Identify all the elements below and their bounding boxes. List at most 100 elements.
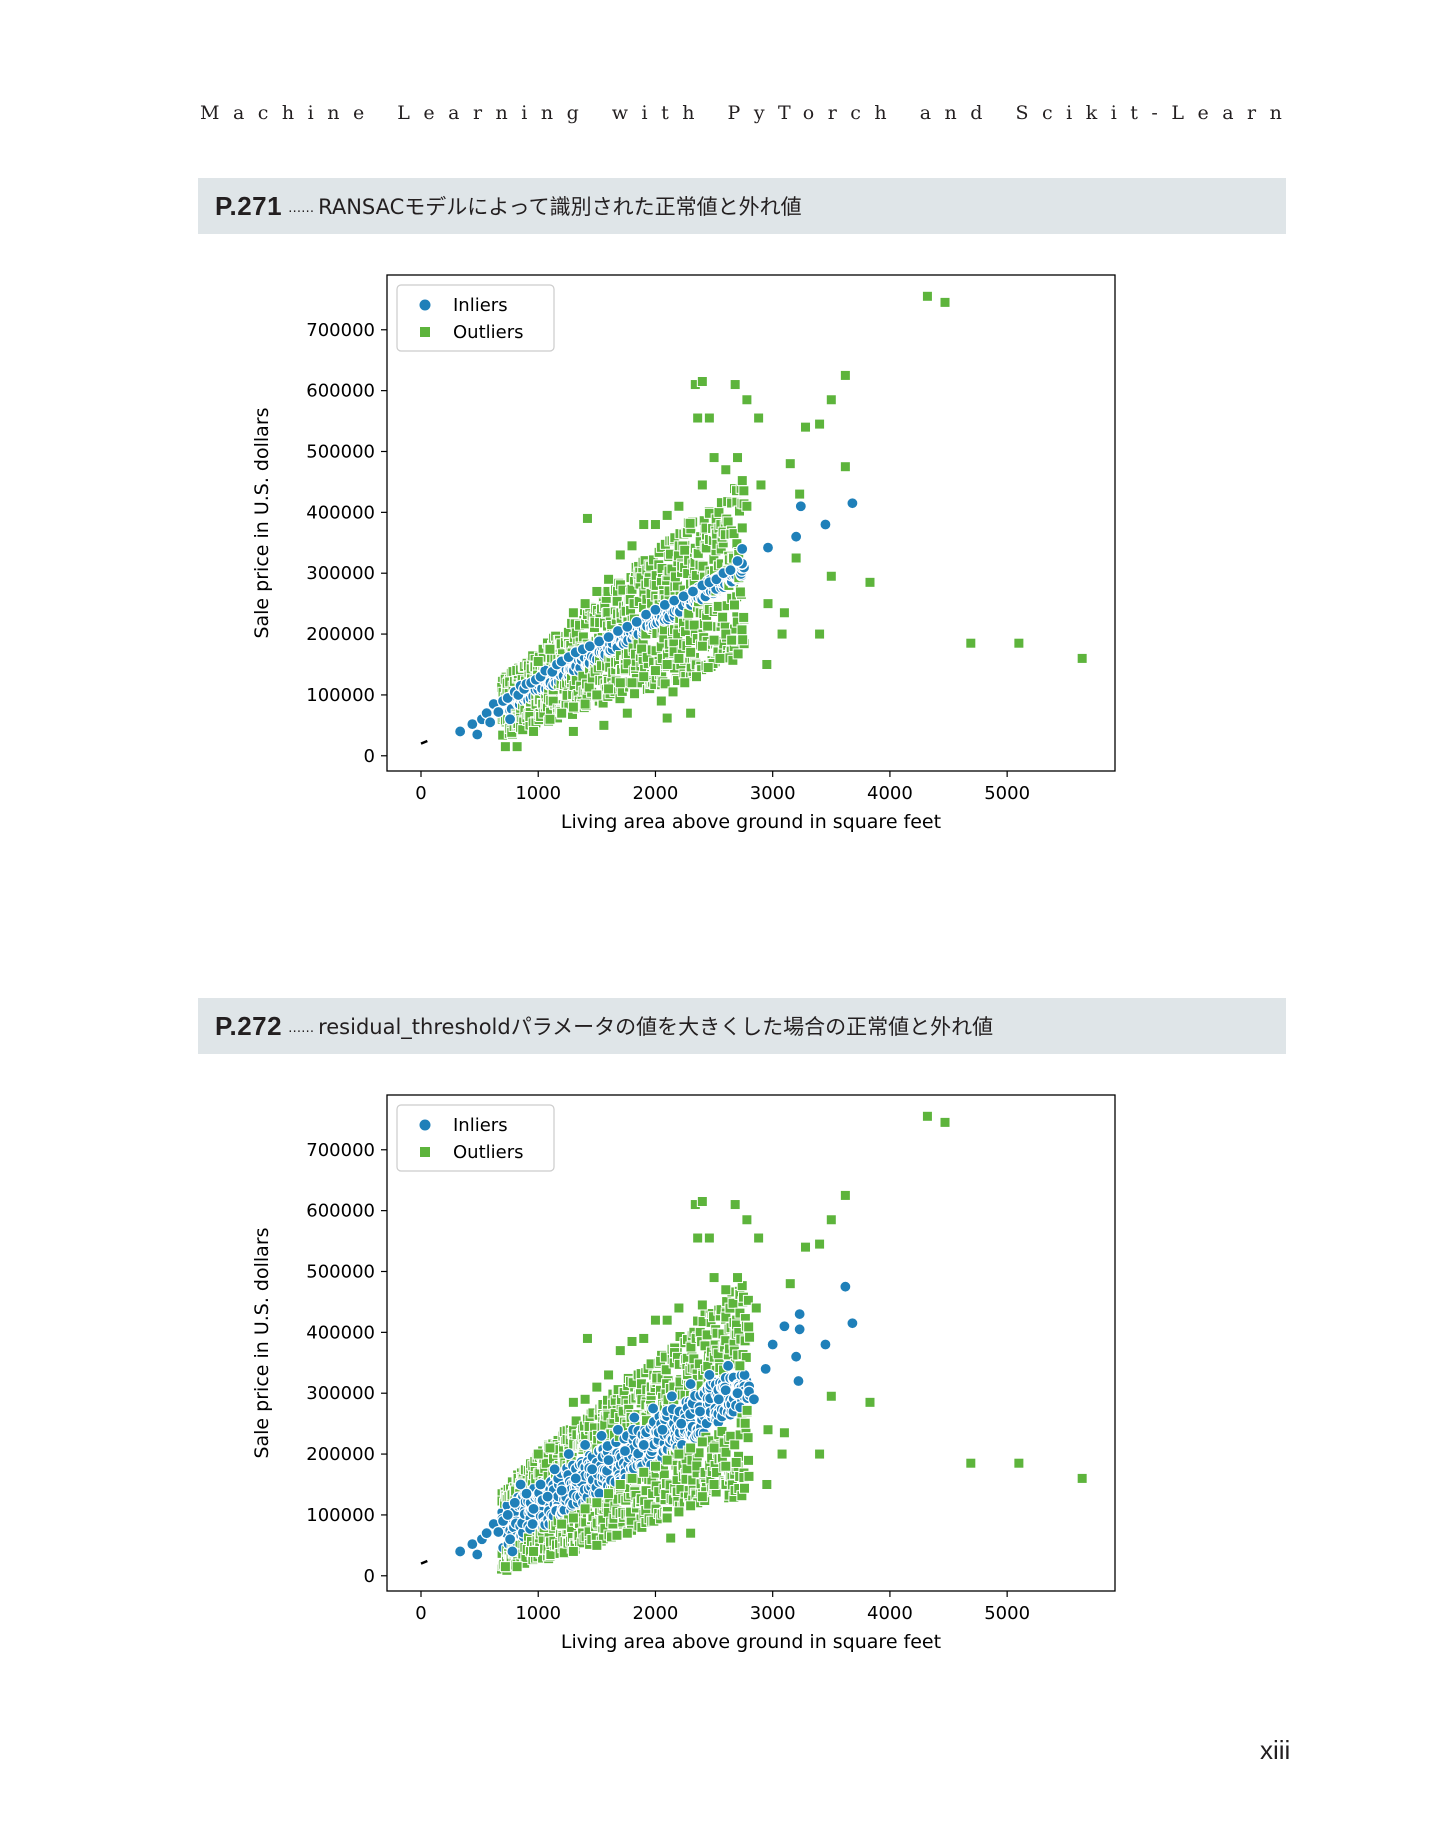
outlier-point [743, 1454, 755, 1466]
outlier-point [744, 1331, 756, 1343]
regression-line [420, 1559, 428, 1565]
page-number: xiii [1260, 1735, 1291, 1765]
inlier-point [675, 1417, 688, 1430]
outlier-point [839, 1189, 851, 1201]
outlier-point [685, 1442, 697, 1454]
outlier-point [762, 598, 774, 610]
inlier-point [819, 1338, 832, 1351]
outlier-point [921, 290, 933, 302]
outlier-point [736, 624, 748, 636]
inlier-point [579, 1438, 592, 1452]
running-header: Machine Learning with PyTorch and Scikit… [200, 102, 1296, 124]
inlier-point [618, 1444, 632, 1458]
inlier-point [503, 1533, 517, 1546]
inlier-point [792, 1374, 805, 1388]
outlier-point [696, 1196, 708, 1208]
x-tick-label: 0 [415, 783, 426, 804]
outlier-point [667, 686, 679, 698]
scatter-chart-p271: 0 1000 2000 3000 4000 5000 0 100000 200000 300000… [251, 274, 1116, 833]
outlier-point [660, 1364, 672, 1376]
inlier-point [611, 1423, 625, 1436]
inlier-point [520, 1487, 533, 1500]
x-tick-label: 5000 [984, 1603, 1030, 1624]
outlier-point [728, 599, 740, 611]
outlier-point [691, 1460, 703, 1472]
plot-frame [386, 274, 1116, 772]
outlier-point [696, 376, 708, 388]
outlier-point [717, 611, 729, 623]
outlier-point [696, 1436, 708, 1448]
outlier-point [839, 369, 851, 381]
legend-box [396, 284, 555, 352]
inlier-point [562, 1447, 575, 1461]
outlier-point [790, 552, 802, 564]
outlier-point [659, 678, 671, 690]
point-cloud [495, 475, 751, 741]
outlier-point [778, 1427, 790, 1439]
y-tick-label: 300000 [306, 1383, 375, 1404]
outlier-point [784, 1278, 796, 1290]
inlier-point [794, 500, 807, 513]
outlier-point [532, 1448, 544, 1460]
inlier-point [793, 1307, 806, 1321]
outlier-point [649, 1460, 661, 1472]
x-axis-label: Living area above ground in square feet [561, 811, 941, 833]
outlier-point [732, 1272, 744, 1284]
outlier-point [742, 1432, 754, 1444]
outlier-point [1013, 637, 1025, 649]
inlier-point [759, 1362, 772, 1375]
outlier-point [581, 512, 593, 524]
plot-frame [386, 1094, 1116, 1592]
outlier-point [708, 1272, 720, 1284]
outlier-point [499, 741, 511, 753]
outlier-point [528, 1545, 540, 1557]
inlier-point [649, 603, 662, 616]
outlier-point [965, 637, 977, 649]
outlier-point [741, 1404, 753, 1416]
y-tick-label: 300000 [306, 563, 375, 584]
figure-number: P.271 [215, 190, 283, 221]
inlier-point [793, 1323, 806, 1336]
outlier-point [753, 1232, 765, 1244]
outlier-point [708, 452, 720, 464]
inlier-point [703, 1368, 716, 1382]
outlier-point [621, 1527, 633, 1539]
y-tick-label: 0 [364, 746, 375, 767]
outlier-point [814, 628, 826, 640]
y-tick-label: 0 [364, 1566, 375, 1587]
outlier-point [741, 500, 753, 512]
outlier-point [626, 677, 638, 689]
inlier-point [501, 1508, 514, 1522]
outlier-point [692, 412, 704, 424]
leader-dots: …… [288, 200, 315, 216]
outlier-point [738, 611, 750, 623]
outlier-point [722, 516, 734, 528]
legend-label-inliers: Inliers [453, 1115, 508, 1136]
series-inliers [454, 497, 859, 741]
outlier-point [591, 585, 603, 597]
x-tick-label: 3000 [750, 783, 796, 804]
inlier-point [747, 1393, 761, 1406]
outlier-point [556, 1518, 568, 1530]
outlier-point [736, 475, 748, 487]
x-tick-label: 2000 [633, 1603, 679, 1624]
outlier-point [544, 643, 556, 655]
outlier-point [673, 652, 685, 664]
x-tick-label: 5000 [984, 783, 1030, 804]
y-tick-label: 600000 [306, 1201, 375, 1222]
outlier-point [814, 1238, 826, 1250]
outlier-point [755, 479, 767, 491]
outlier-point [638, 1466, 650, 1478]
series-outliers [499, 1110, 1088, 1573]
inlier-point [595, 1429, 608, 1442]
outlier-point [726, 634, 738, 646]
outlier-point [825, 394, 837, 406]
outlier-point [1076, 1472, 1088, 1484]
inlier-point [724, 564, 737, 577]
outlier-point [738, 485, 750, 497]
inlier-point [731, 1387, 744, 1400]
outlier-point [690, 671, 702, 683]
outlier-point [732, 648, 744, 660]
outlier-point [720, 1446, 732, 1458]
inlier-point [639, 608, 653, 621]
